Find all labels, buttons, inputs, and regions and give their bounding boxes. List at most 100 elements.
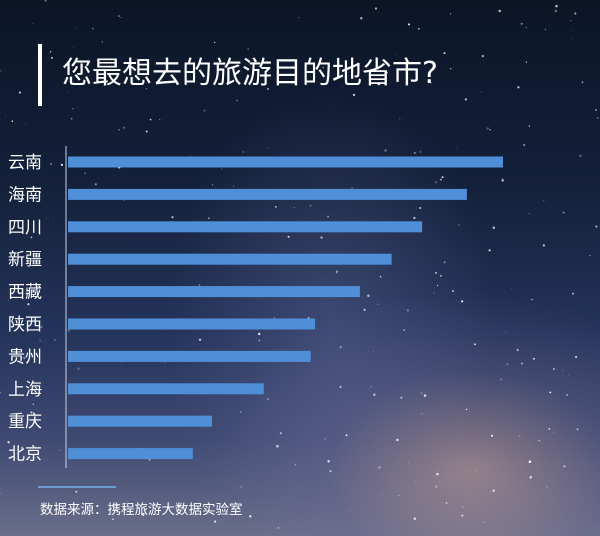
star <box>571 38 573 40</box>
star <box>267 147 269 149</box>
star <box>460 300 464 303</box>
star <box>277 527 280 529</box>
star <box>233 104 235 106</box>
category-label: 海南 <box>8 185 42 205</box>
star <box>377 303 379 305</box>
star <box>408 462 409 463</box>
star <box>415 480 417 482</box>
star <box>190 155 191 156</box>
star <box>567 374 569 376</box>
star <box>421 413 423 415</box>
star <box>549 391 552 394</box>
star <box>240 485 243 488</box>
star <box>562 211 565 214</box>
star <box>563 464 566 468</box>
star <box>212 184 213 186</box>
star <box>441 176 444 179</box>
star <box>335 270 338 273</box>
star <box>384 149 387 152</box>
star <box>399 118 401 120</box>
star <box>0 391 1 394</box>
star <box>208 217 210 219</box>
star <box>486 127 489 130</box>
star <box>489 129 491 131</box>
star <box>77 367 80 370</box>
star <box>473 343 476 346</box>
star <box>348 509 350 511</box>
star <box>0 492 1 495</box>
star <box>149 118 152 121</box>
star <box>570 20 572 22</box>
star <box>517 86 520 89</box>
star <box>435 485 438 488</box>
bar-1 <box>68 188 467 200</box>
star <box>327 215 329 218</box>
star <box>525 61 528 63</box>
star <box>552 432 554 434</box>
star <box>490 434 493 437</box>
star <box>464 98 468 101</box>
star <box>575 355 578 359</box>
star <box>44 0 47 2</box>
star <box>386 71 388 74</box>
star <box>531 298 533 301</box>
star <box>370 386 372 388</box>
star <box>396 438 399 442</box>
star <box>110 283 112 285</box>
star <box>71 118 73 120</box>
star <box>357 337 358 339</box>
star <box>554 9 558 13</box>
star <box>5 115 6 116</box>
star <box>221 168 223 170</box>
star <box>530 299 532 301</box>
star <box>458 224 460 226</box>
star <box>258 339 261 342</box>
star <box>476 469 478 471</box>
star <box>562 370 564 372</box>
star <box>247 48 249 50</box>
star <box>407 23 411 26</box>
star <box>80 62 83 64</box>
star <box>595 109 597 112</box>
star <box>529 476 532 479</box>
star <box>120 16 122 18</box>
star <box>123 126 126 129</box>
star <box>439 178 442 181</box>
star <box>273 317 275 319</box>
star <box>16 450 18 452</box>
star <box>39 339 41 342</box>
star <box>396 54 397 56</box>
star <box>543 199 545 202</box>
star <box>118 15 120 17</box>
star <box>572 29 574 31</box>
star <box>72 108 74 110</box>
category-label: 新疆 <box>8 250 42 270</box>
category-label: 陕西 <box>8 315 42 335</box>
star <box>406 309 410 312</box>
star <box>431 82 433 84</box>
star <box>26 328 28 330</box>
star <box>521 362 523 365</box>
star <box>546 486 548 488</box>
star <box>145 130 148 133</box>
star <box>576 428 579 431</box>
star <box>435 271 438 274</box>
star <box>351 187 353 189</box>
star <box>436 472 439 476</box>
star <box>542 244 546 247</box>
star <box>400 396 403 399</box>
star <box>456 147 458 148</box>
star <box>112 518 114 521</box>
title-accent-bar <box>38 44 42 106</box>
bar-3 <box>68 253 392 265</box>
star <box>548 427 551 430</box>
star <box>145 88 148 90</box>
star <box>377 82 381 86</box>
bar-8 <box>68 415 212 427</box>
star <box>142 513 145 517</box>
star <box>232 185 235 187</box>
star <box>32 403 34 405</box>
category-label: 四川 <box>8 218 42 238</box>
